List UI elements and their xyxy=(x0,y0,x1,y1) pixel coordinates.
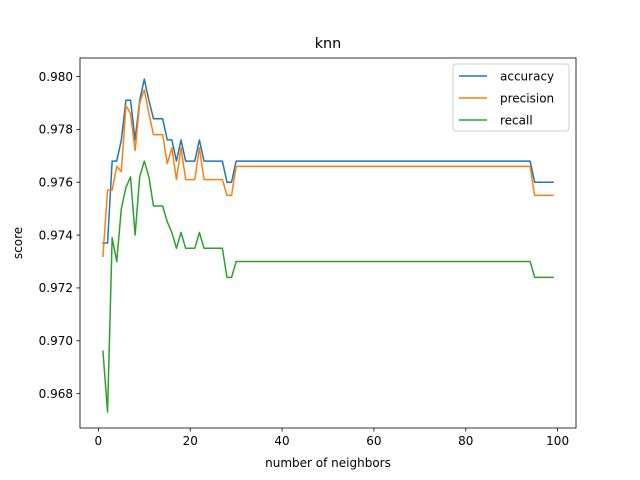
y-tick-label: 0.972 xyxy=(39,281,73,295)
x-tick-label: 20 xyxy=(183,434,198,448)
legend-label-accuracy: accuracy xyxy=(500,69,554,83)
y-tick-label: 0.980 xyxy=(39,70,73,84)
y-tick-label: 0.978 xyxy=(39,123,73,137)
x-tick-label: 0 xyxy=(95,434,103,448)
x-tick-label: 60 xyxy=(366,434,381,448)
y-tick-label: 0.974 xyxy=(39,228,73,242)
series-line-precision xyxy=(102,88,554,258)
chart-title: knn xyxy=(315,36,342,52)
y-axis-label: score xyxy=(11,227,25,259)
y-axis-ticks: 0.968 0.970 0.972 0.974 0.976 0.978 0.980 xyxy=(39,70,80,401)
series-line-recall xyxy=(102,160,554,413)
y-tick-label: 0.976 xyxy=(39,176,73,190)
legend-box xyxy=(452,63,570,132)
x-tick-label: 100 xyxy=(546,434,569,448)
y-tick-label: 0.970 xyxy=(39,334,73,348)
legend-label-recall: recall xyxy=(500,113,533,127)
series-line-accuracy xyxy=(102,78,554,244)
x-axis-label: number of neighbors xyxy=(265,456,391,470)
legend-label-precision: precision xyxy=(500,91,554,105)
x-tick-label: 40 xyxy=(274,434,289,448)
x-tick-label: 80 xyxy=(458,434,473,448)
y-tick-label: 0.968 xyxy=(39,387,73,401)
legend: accuracy precision recall xyxy=(452,63,570,132)
x-axis-ticks: 0 20 40 60 80 100 xyxy=(95,428,569,448)
plot-lines xyxy=(102,78,554,413)
plot-frame xyxy=(79,57,577,429)
